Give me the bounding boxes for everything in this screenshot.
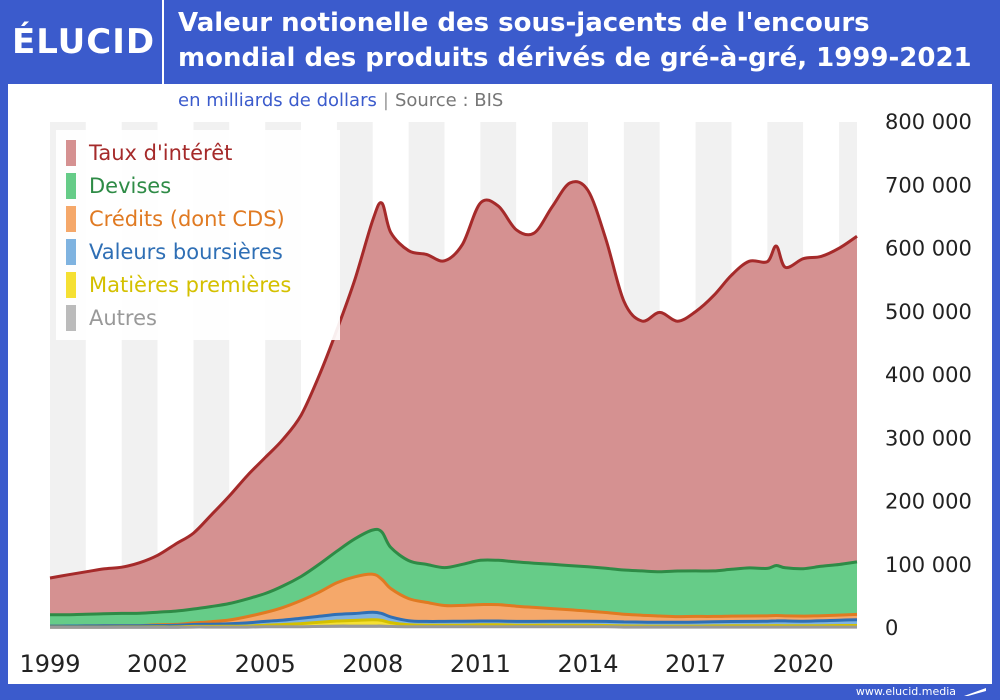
x-tick-label: 2014 (557, 650, 618, 678)
unit-label: en milliards de dollars (178, 90, 377, 111)
area-devises (50, 529, 857, 628)
legend-box (56, 130, 340, 340)
subtitle-separator: | (382, 90, 389, 111)
legend-label-valeurs: Valeurs boursières (89, 240, 283, 264)
legend-label-credits: Crédits (dont CDS) (89, 207, 285, 231)
x-tick-label: 2002 (127, 650, 188, 678)
line-autres (50, 624, 857, 629)
legend-label-matieres: Matières premières (89, 273, 291, 297)
line-credits (49, 572, 858, 628)
x-tick-label: 2017 (665, 650, 726, 678)
legend-swatch-matieres (66, 272, 76, 298)
header-bar: ÉLUCID Valeur notionelle des sous-jacent… (0, 0, 1000, 84)
footer-site[interactable]: www.elucid.media (855, 685, 956, 698)
x-tick-label: 2011 (450, 650, 511, 678)
legend-swatch-credits (66, 206, 76, 232)
x-tick-label: 1999 (19, 650, 80, 678)
area-taux (50, 181, 857, 628)
legend-label-autres: Autres (89, 306, 157, 330)
chart-areas (49, 180, 858, 629)
legend-label-devises: Devises (89, 174, 171, 198)
logo[interactable]: ÉLUCID (12, 22, 156, 62)
y-tick-label: 200 000 (885, 490, 972, 514)
y-tick-label: 800 000 (885, 110, 972, 134)
y-tick-label: 100 000 (885, 553, 972, 577)
legend-swatch-taux (66, 140, 76, 166)
logo-separator (162, 0, 164, 84)
y-tick-label: 0 (885, 616, 898, 640)
y-tick-label: 400 000 (885, 363, 972, 387)
x-tick-label: 2020 (773, 650, 834, 678)
y-tick-label: 600 000 (885, 237, 972, 261)
chart-title: Valeur notionelle des sous-jacents de l'… (178, 8, 972, 73)
y-tick-label: 700 000 (885, 173, 972, 197)
source-label: Source : BIS (394, 90, 504, 111)
line-valeurs (49, 610, 858, 628)
line-taux (49, 180, 858, 580)
legend-swatch-devises (66, 173, 76, 199)
legend-swatch-valeurs (66, 239, 76, 265)
x-tick-label: 2008 (342, 650, 403, 678)
chart-subtitle: en milliards de dollars | Source : BIS (178, 90, 503, 111)
line-devises (49, 527, 858, 617)
y-tick-label: 500 000 (885, 300, 972, 324)
legend: Taux d'intérêt Devises Crédits (dont CDS) V… (56, 130, 340, 340)
legend-label-taux: Taux d'intérêt (88, 141, 232, 165)
elucid-mark-icon (964, 688, 986, 696)
legend-swatch-autres (66, 305, 76, 331)
y-tick-label: 300 000 (885, 426, 972, 450)
y-axis: 800 000 700 000 600 000 500 000 400 000 300 0… (885, 110, 972, 640)
x-axis: 1999 2002 2005 2008 2011 2014 2017 2020 (19, 650, 833, 678)
x-tick-label: 2005 (235, 650, 296, 678)
